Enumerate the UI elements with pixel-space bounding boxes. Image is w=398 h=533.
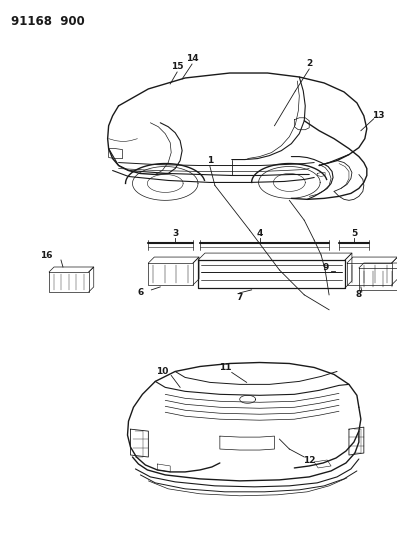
Text: 9: 9 <box>323 263 329 272</box>
Text: 6: 6 <box>137 288 144 297</box>
Text: 11: 11 <box>219 363 231 372</box>
Text: 4: 4 <box>256 229 263 238</box>
Text: 13: 13 <box>373 111 385 120</box>
Text: 91168  900: 91168 900 <box>11 15 85 28</box>
Text: 3: 3 <box>172 229 178 238</box>
Text: 15: 15 <box>171 61 183 70</box>
Text: 2: 2 <box>306 59 312 68</box>
Text: 5: 5 <box>351 229 357 238</box>
Text: 7: 7 <box>236 293 243 302</box>
Text: 14: 14 <box>186 54 198 62</box>
Text: 16: 16 <box>40 251 52 260</box>
Text: 12: 12 <box>303 456 316 465</box>
Text: 10: 10 <box>156 367 168 376</box>
Text: 8: 8 <box>356 290 362 300</box>
Text: 1: 1 <box>207 156 213 165</box>
